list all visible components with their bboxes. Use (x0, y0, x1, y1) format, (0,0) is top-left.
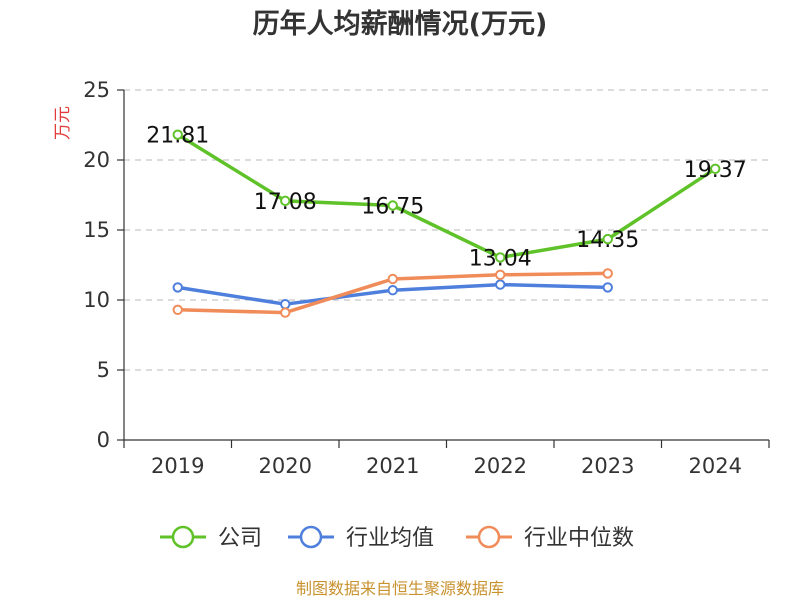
y-tick-label: 10 (83, 288, 110, 312)
data-label: 13.04 (469, 246, 532, 271)
data-point (495, 269, 506, 280)
y-tick-label: 0 (97, 428, 110, 452)
data-label: 14.35 (576, 228, 639, 253)
data-point (280, 307, 291, 318)
data-point (172, 282, 183, 293)
chart-title: 历年人均薪酬情况(万元) (253, 8, 548, 40)
series-layer (172, 129, 721, 318)
data-point (495, 279, 506, 290)
data-point (602, 282, 613, 293)
series-line (176, 132, 717, 260)
y-tick-label: 20 (83, 148, 110, 172)
x-tick-label: 2021 (366, 454, 419, 478)
x-tick-label: 2022 (474, 454, 527, 478)
data-label: 16.75 (361, 195, 424, 220)
data-point (387, 200, 398, 211)
data-point (172, 129, 183, 140)
legend-swatch-marker (171, 525, 195, 549)
x-tick-label: 2023 (581, 454, 634, 478)
y-axis-label: 万元 (53, 106, 73, 140)
data-point (172, 304, 183, 315)
legend: 公司 行业均值 行业中位数 (160, 525, 634, 551)
x-tick-label: 2019 (151, 454, 204, 478)
y-tick-label: 15 (83, 218, 110, 242)
x-tick-label: 2020 (259, 454, 312, 478)
legend-label: 行业中位数 (524, 526, 634, 551)
legend-label: 公司 (218, 526, 262, 551)
data-point (387, 285, 398, 296)
data-labels: 21.81 17.08 16.75 13.04 14.35 19.37 (146, 124, 746, 272)
legend-swatch-marker (299, 525, 323, 549)
data-label: 21.81 (146, 124, 209, 149)
data-point (602, 268, 613, 279)
y-tick-label: 5 (97, 358, 110, 382)
legend-label: 行业均值 (346, 526, 434, 551)
data-point (710, 163, 721, 175)
source-note: 制图数据来自恒生聚源数据库 (296, 579, 504, 598)
x-tick-label: 2024 (689, 454, 742, 478)
data-point (387, 273, 398, 285)
axes: 0 5 10 15 20 25 2019 2020 2021 2022 2023 2024 (83, 78, 770, 478)
data-point (602, 233, 613, 245)
data-label: 19.37 (684, 158, 747, 183)
data-point (280, 299, 291, 310)
data-point (280, 195, 291, 207)
data-label: 17.08 (254, 190, 317, 215)
data-point (495, 252, 506, 263)
legend-swatch-marker (477, 525, 501, 549)
y-tick-label: 25 (83, 78, 110, 102)
